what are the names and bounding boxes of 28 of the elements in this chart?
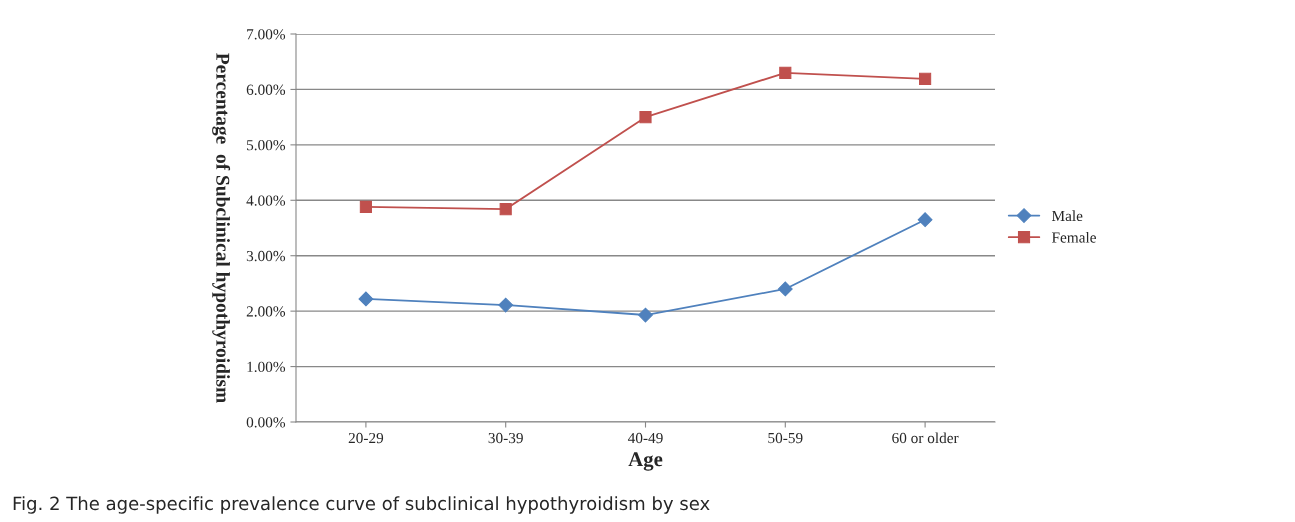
y-tick-label: 5.00% [247, 140, 286, 151]
point [919, 72, 932, 85]
x-tick-label: 40-49 [627, 432, 663, 444]
y-tick-label: 1.00% [247, 361, 286, 373]
y-axis-title: Percentage of Subclinical hypothyroidism [212, 53, 231, 403]
y-tick-label: 0.00% [246, 417, 286, 428]
caption: Fig. 2 The age-specific prevalence curve of subclinical hypothyroidism by sex [13, 496, 710, 514]
point [358, 291, 374, 307]
point [917, 212, 933, 228]
y-tick-label: 2.00% [246, 306, 286, 317]
x-tick-label: 30-39 [488, 432, 523, 444]
x-tick-label: 60 or older [892, 432, 959, 444]
point [779, 66, 792, 79]
point [639, 111, 652, 124]
y-tick-label: 3.00% [246, 250, 286, 262]
point [498, 297, 514, 313]
x-tick-label: 20-29 [348, 432, 384, 444]
x-tick-label: 50-59 [768, 432, 803, 444]
legend-label: Male [1051, 210, 1083, 222]
point [499, 203, 512, 216]
y-tick-label: 7.00% [247, 29, 286, 40]
x-axis-title: Age [628, 452, 663, 471]
legend-label: Female [1051, 231, 1096, 243]
point [638, 307, 653, 323]
point [359, 200, 372, 214]
y-tick-label: 4.00% [246, 195, 286, 206]
point [777, 281, 793, 297]
y-tick-label: 6.00% [246, 84, 286, 95]
